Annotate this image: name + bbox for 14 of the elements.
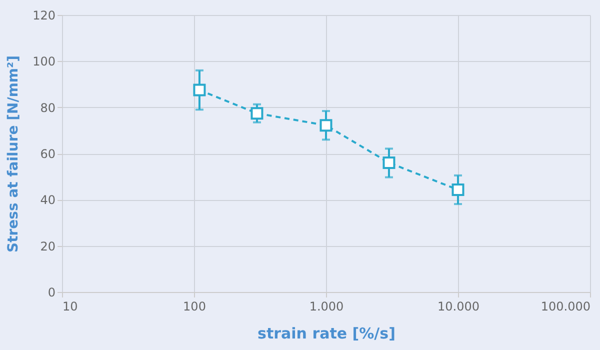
x-axis-title: strain rate [%/s] bbox=[258, 324, 396, 342]
y-tick-label: 100 bbox=[32, 54, 56, 69]
x-tick-label: 10.000 bbox=[438, 300, 480, 314]
x-tick-label: 1.000 bbox=[309, 300, 344, 314]
x-tick-label: 100.000 bbox=[540, 300, 590, 314]
y-tick-label: 60 bbox=[40, 147, 56, 161]
x-tick-label: 100 bbox=[183, 300, 206, 314]
y-tick-label: 20 bbox=[40, 239, 56, 254]
y-tick-label: 80 bbox=[40, 100, 56, 115]
x-tick-label: 10 bbox=[62, 300, 78, 314]
y-tick-label: 120 bbox=[32, 8, 56, 22]
y-tick-label: 0 bbox=[48, 286, 56, 300]
y-tick-label: 40 bbox=[40, 193, 56, 208]
y-axis-title: Stress at failure [N/mm²] bbox=[6, 55, 22, 253]
